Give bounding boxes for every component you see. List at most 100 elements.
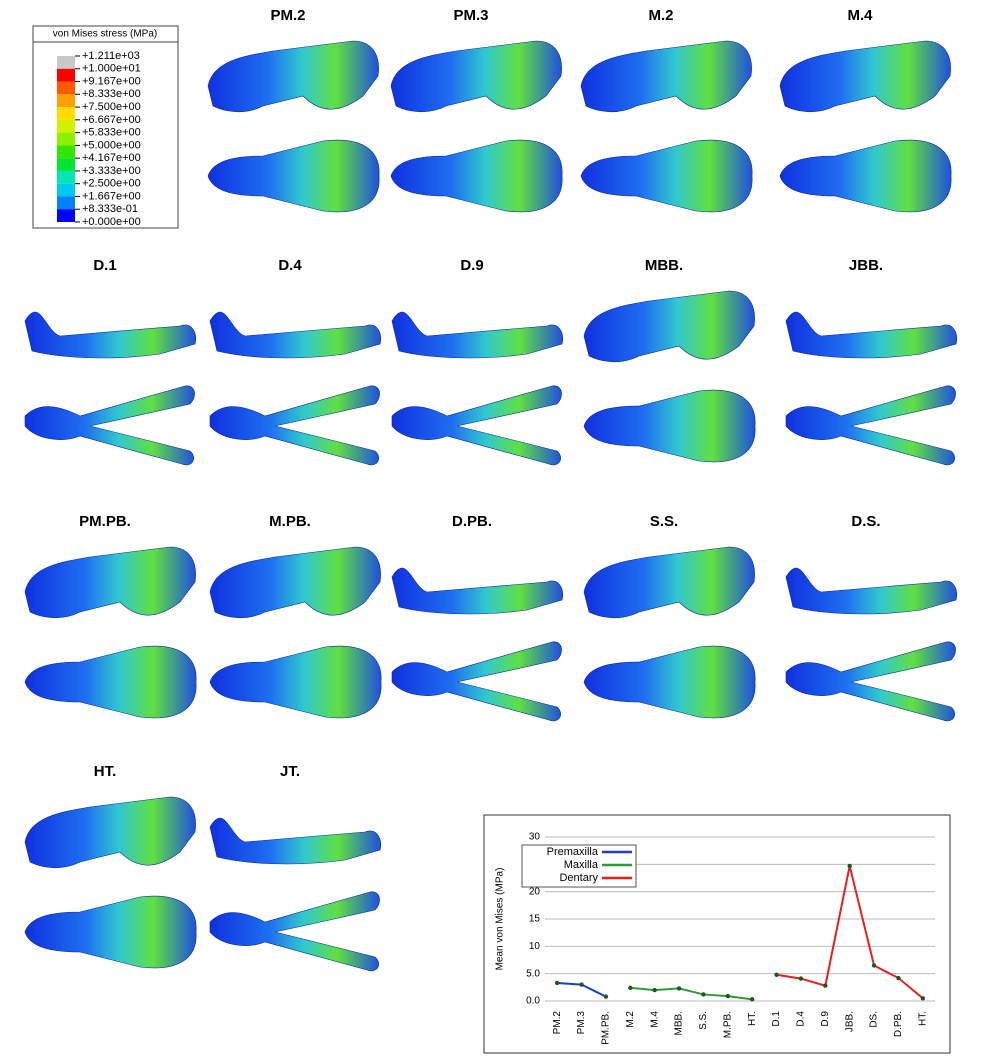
jaw-dorsal [392,386,562,465]
skull-lateral [25,797,196,868]
panel-title: D.1 [93,257,116,274]
legend-swatch [57,107,75,120]
legend-label: Dentary [559,872,598,884]
legend-label: +5.000e+00 [82,139,141,151]
jaw-lateral [786,568,957,614]
panel-title: PM.2 [270,7,305,24]
legend-label: +8.333e+00 [82,88,141,100]
specimen [391,41,562,212]
panel-title: D.S. [851,513,880,530]
x-tick-label: M.PB. [722,1011,733,1038]
specimen [25,797,196,968]
legend-swatch [57,145,75,158]
panel-title: M.2 [648,7,673,24]
y-axis-label: Mean von Mises (MPa) [495,868,506,971]
jaw-dorsal [25,386,195,465]
panel-title: M.4 [847,7,873,24]
x-tick-label: MBB. [674,1011,685,1035]
skull-dorsal [584,646,755,718]
skull-lateral [208,41,379,112]
skull-lateral [584,291,755,362]
x-tick-label: PM.3 [576,1011,587,1035]
panel-title: HT. [94,763,117,780]
jaw-lateral [392,568,563,614]
x-tick-label: S.S. [698,1011,709,1030]
specimen [584,547,755,718]
panel-title: PM.PB. [79,513,131,530]
point [774,973,778,977]
legend-swatch [57,133,75,146]
legend-swatch [57,69,75,82]
legend-swatch [57,120,75,133]
skull-dorsal [581,140,752,212]
y-tick-label: 30 [529,832,541,843]
point [872,963,876,967]
legend-label: +1.667e+00 [82,190,141,202]
legend-swatch [57,94,75,107]
specimen [25,312,196,465]
panel-title: S.S. [650,513,678,530]
jaw-lateral [210,312,381,358]
x-tick-label: D.4 [796,1011,807,1027]
legend-swatch [57,158,75,171]
skull-dorsal [584,390,755,462]
skull-dorsal [25,646,196,718]
skull-lateral [780,41,951,112]
x-tick-label: JBB. [844,1011,855,1032]
legend-label: +0.000e+00 [82,216,141,228]
skull-lateral [25,547,196,618]
specimen [780,41,951,212]
specimen [392,568,563,721]
x-tick-label: M.2 [625,1011,636,1028]
legend-label: +9.167e+00 [82,75,141,87]
panel-title: D.9 [460,257,483,274]
panel-title: D.4 [278,257,302,274]
skull-lateral [584,547,755,618]
specimen [786,312,957,465]
skull-dorsal [25,896,196,968]
jaw-lateral [25,312,196,358]
jaw-dorsal [786,386,956,465]
specimen [210,547,381,718]
specimen [786,568,957,721]
legend-swatch [57,56,75,69]
legend-label: +1.211e+03 [82,50,140,62]
y-tick-label: 10 [529,941,541,952]
legend-label: +6.667e+00 [82,114,141,126]
panel-title: JT. [280,763,300,780]
skull-dorsal [391,140,562,212]
legend-label: +4.167e+00 [82,152,141,164]
jaw-dorsal [210,386,380,465]
specimen [208,41,379,212]
point [555,981,559,985]
skull-dorsal [208,140,379,212]
point [847,864,851,868]
y-tick-label: 5.0 [526,968,540,979]
legend-label: +3.333e+00 [82,165,141,177]
legend-label: +7.500e+00 [82,101,141,113]
legend-label: +1.000e+01 [82,63,141,75]
figure: von Mises stress (MPa) +1.211e+03+1.000e+… [0,0,1003,1055]
legend-swatch [57,171,75,184]
legend-swatch [57,82,75,95]
legend-swatch [57,196,75,209]
skull-dorsal [210,646,381,718]
legend-title: von Mises stress (MPa) [53,29,157,40]
specimen [581,41,752,212]
point [799,976,803,980]
point [628,986,632,990]
x-tick-label: HT. [747,1011,758,1026]
panel-title: JBB. [849,257,883,274]
legend-label: +2.500e+00 [82,178,141,190]
specimen [25,547,196,718]
jaw-dorsal [210,892,380,971]
legend-swatch [57,209,75,222]
point [579,982,583,986]
skull-lateral [391,41,562,112]
point [896,976,900,980]
legend-label: +8.333e-01 [82,203,138,215]
jaw-lateral [392,312,563,358]
skull-lateral [210,547,381,618]
point [750,997,754,1001]
jaw-dorsal [786,642,956,721]
